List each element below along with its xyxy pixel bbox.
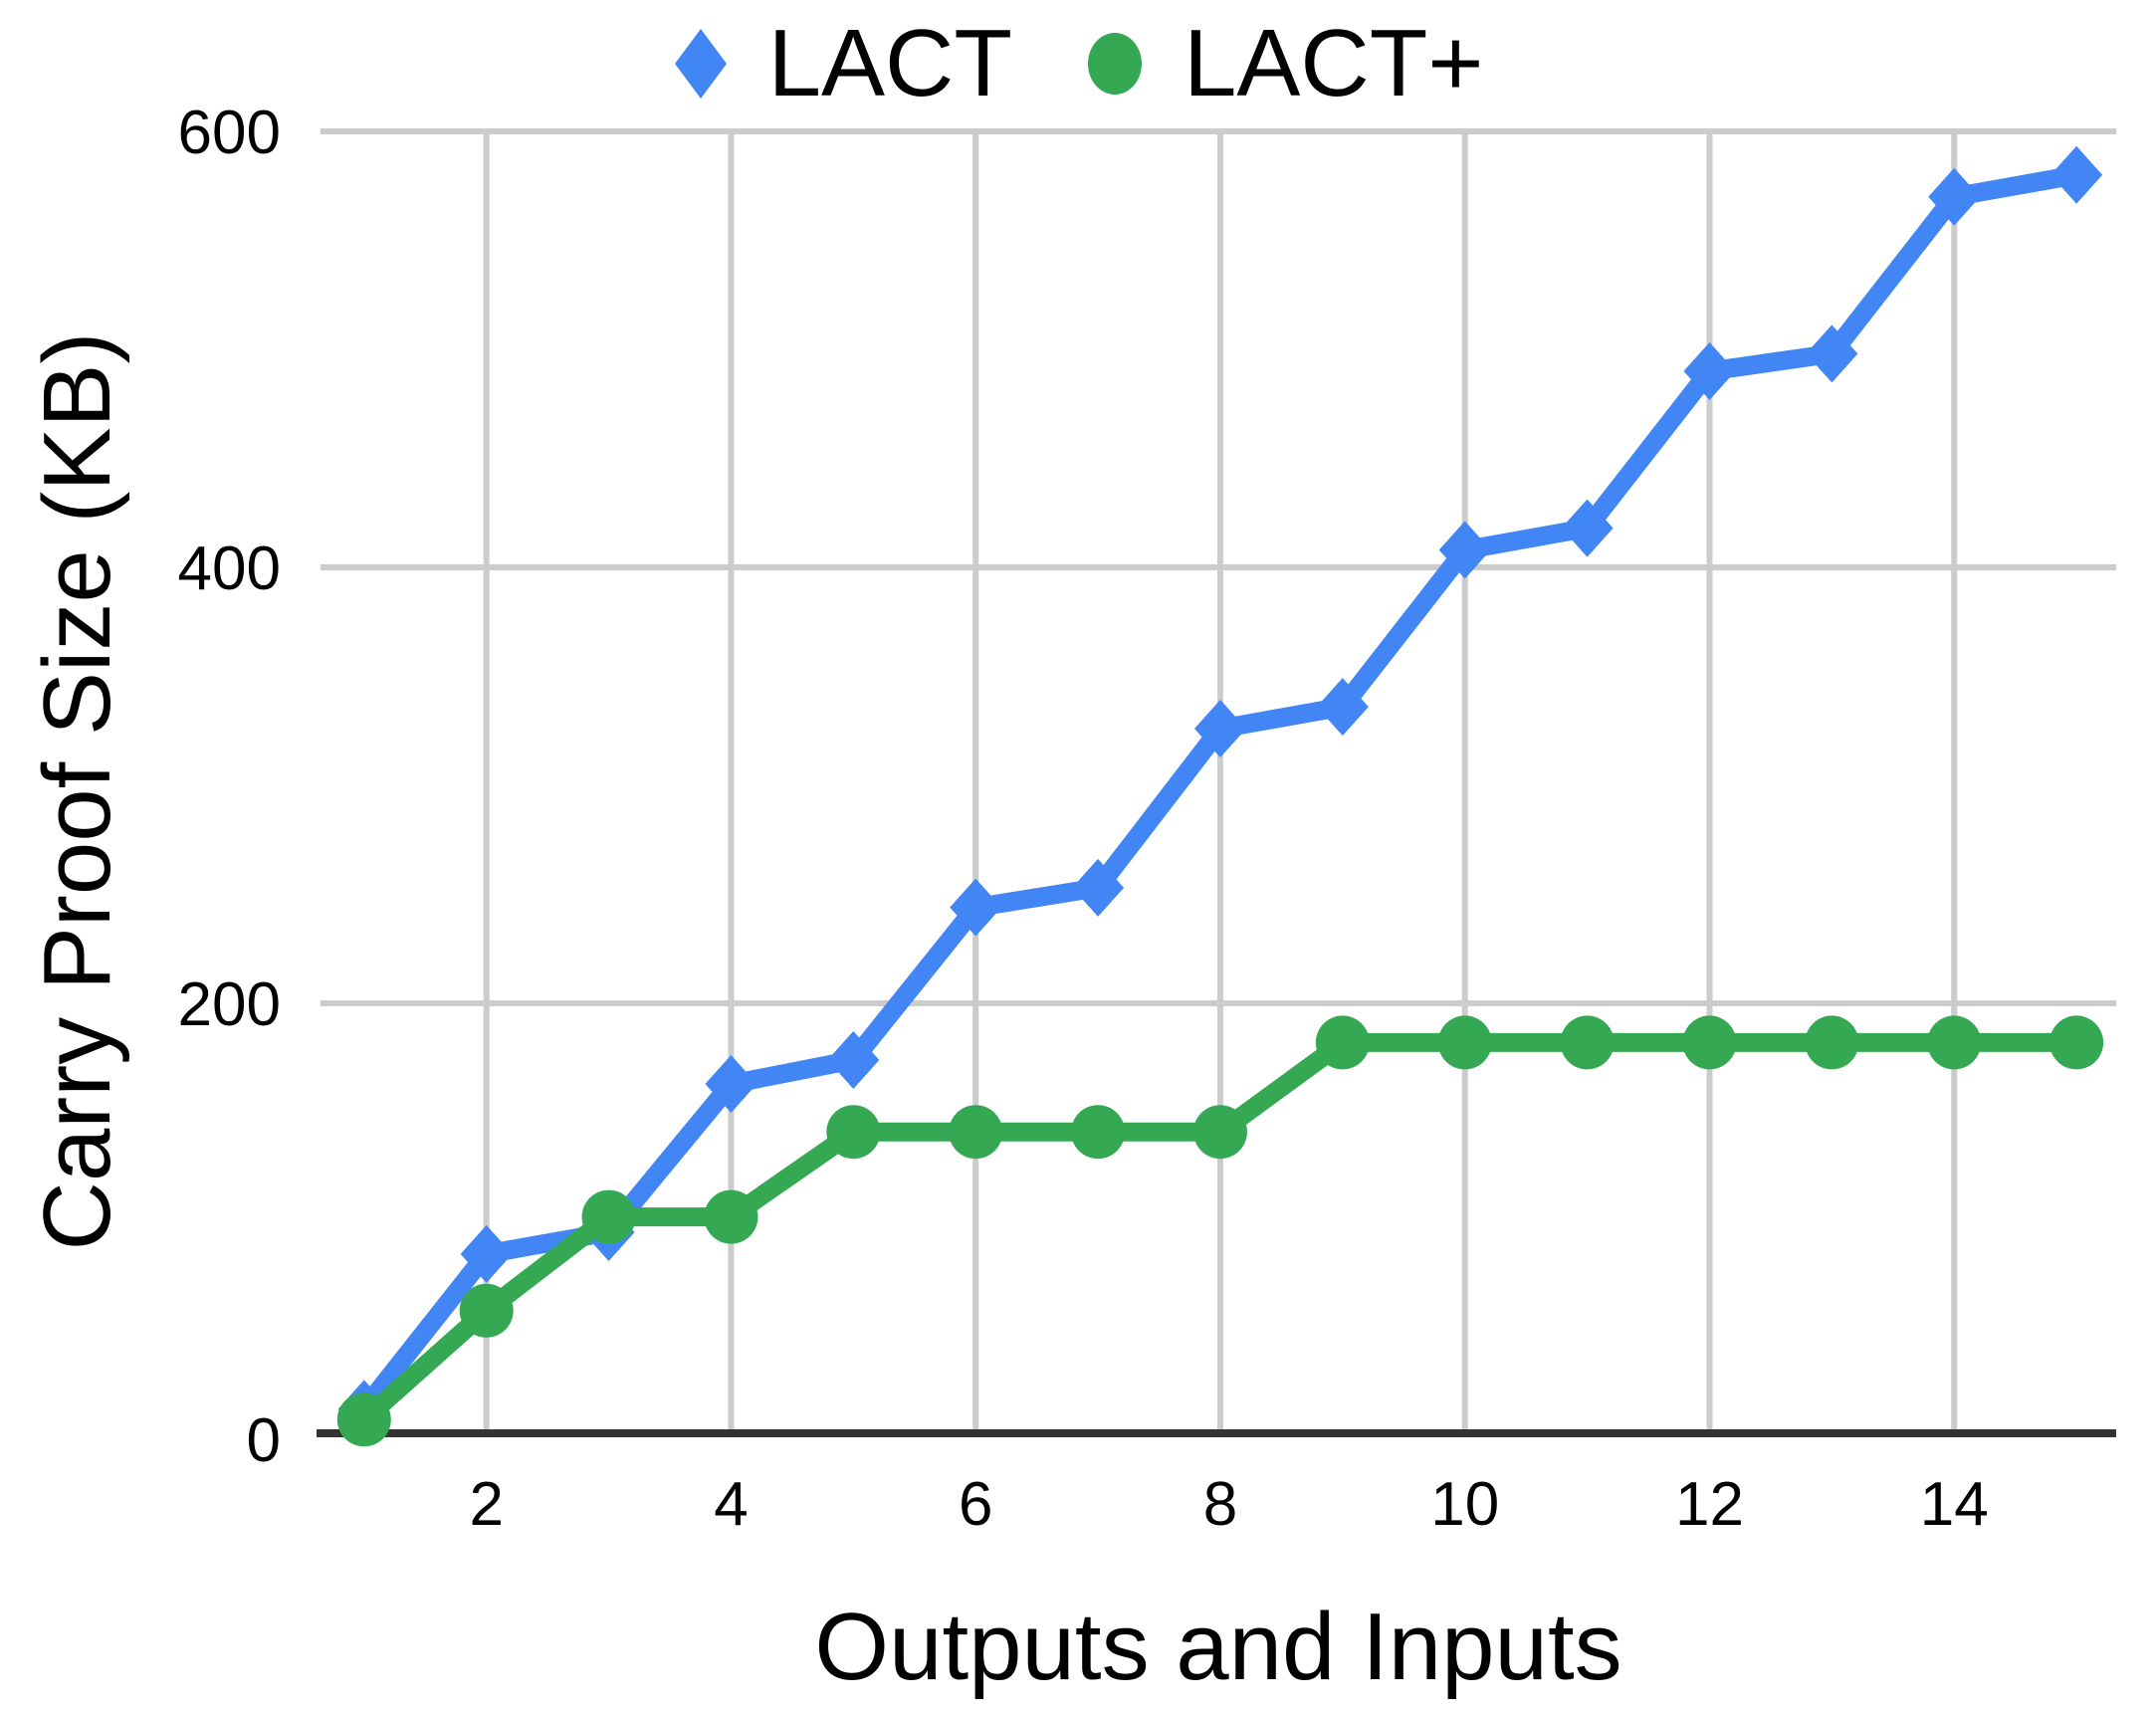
marker-lact-x6 — [949, 1105, 1003, 1160]
x-tick-label-10: 10 — [1430, 1470, 1499, 1539]
legend-label-lact: LACT — [767, 10, 1012, 116]
x-tick-label-12: 12 — [1675, 1470, 1744, 1539]
marker-lact-x10 — [1438, 521, 1491, 579]
marker-lact-x11 — [1560, 1015, 1615, 1070]
legend-item-lact: LACT — [673, 16, 1012, 111]
diamond-shape — [674, 29, 727, 99]
marker-lact-x9 — [1316, 678, 1369, 737]
marker-lact-x12 — [1683, 341, 1736, 400]
x-tick-label-4: 4 — [714, 1470, 748, 1539]
marker-lact-x13 — [1806, 324, 1858, 383]
circle-marker-icon — [1087, 33, 1142, 95]
x-tick-label-8: 8 — [1203, 1470, 1237, 1539]
marker-lact-x4 — [704, 1189, 758, 1244]
y-tick-label-600: 600 — [178, 99, 281, 167]
legend-label-lact-plus: LACT+ — [1183, 10, 1484, 116]
y-tick-label-400: 400 — [178, 535, 281, 603]
x-axis-title: Outputs and Inputs — [814, 1594, 1622, 1700]
marker-lact-x3 — [581, 1189, 636, 1244]
marker-lact-x10 — [1437, 1015, 1492, 1070]
circle-shape — [1087, 33, 1142, 95]
marker-lact-x6 — [950, 878, 1002, 937]
y-tick-label-0: 0 — [247, 1406, 281, 1475]
marker-lact-x13 — [1805, 1015, 1859, 1070]
marker-lact-x8 — [1193, 700, 1246, 758]
marker-lact-x11 — [1561, 499, 1614, 557]
marker-lact-x8 — [1192, 1105, 1247, 1160]
x-tick-label-6: 6 — [959, 1470, 992, 1539]
marker-lact-x1 — [336, 1392, 391, 1447]
marker-lact-x7 — [1072, 858, 1125, 917]
diamond-marker-icon — [674, 29, 727, 99]
marker-lact-x7 — [1071, 1105, 1126, 1160]
x-tick-label-14: 14 — [1920, 1470, 1989, 1539]
legend-item-lact-plus: LACT+ — [1086, 16, 1483, 111]
marker-lact-x2 — [460, 1224, 513, 1283]
legend: LACT LACT+ — [0, 6, 2156, 121]
y-tick-label-200: 200 — [178, 970, 281, 1039]
marker-lact-x5 — [826, 1105, 881, 1160]
marker-lact-x14 — [1927, 1015, 1982, 1070]
marker-lact-x14 — [1928, 167, 1981, 226]
marker-lact-x5 — [827, 1030, 880, 1089]
marker-lact-x9 — [1315, 1015, 1370, 1070]
marker-lact-x2 — [459, 1283, 514, 1338]
marker-lact-x4 — [705, 1055, 757, 1114]
marker-lact-x12 — [1682, 1015, 1737, 1070]
marker-lact-x15 — [2050, 145, 2103, 204]
marker-lact-x15 — [2049, 1015, 2104, 1070]
x-tick-label-2: 2 — [469, 1470, 503, 1539]
